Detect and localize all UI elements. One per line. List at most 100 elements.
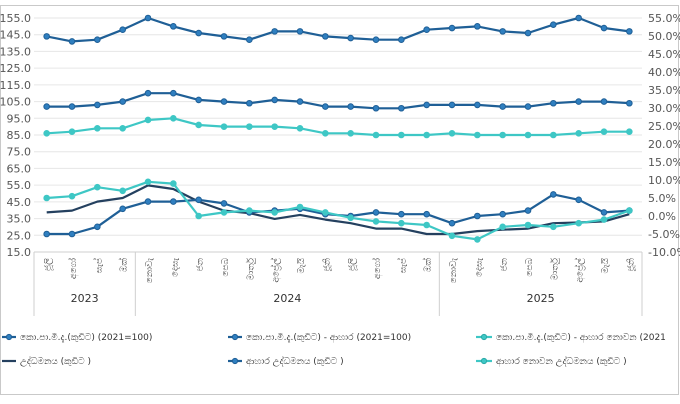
data-point: [271, 209, 278, 216]
data-point: [398, 36, 405, 44]
x-tick-label: අගෝ: [68, 258, 79, 279]
legend-label: ආහාර නොවන උද්ධමනය (කුඩිට ): [496, 356, 627, 367]
legend-item: කො.පා.මි.දැ.(කුඩිට) - ආහාර නොවන (2021: [476, 332, 666, 343]
data-point: [600, 98, 608, 105]
data-point: [170, 180, 177, 187]
series-line: [46, 184, 630, 236]
left-tick-label: 145.0: [0, 29, 31, 42]
right-tick-label: -10.0%: [648, 246, 680, 259]
x-tick-label: සැප්: [93, 258, 104, 273]
chart-frame: [0, 5, 679, 395]
data-point: [550, 223, 557, 231]
right-tick-label: 5.0%: [648, 192, 676, 205]
data-point: [423, 210, 430, 218]
left-tick-label: 15.0: [7, 246, 32, 259]
data-point: [271, 123, 278, 130]
data-point: [195, 212, 202, 220]
data-point: [524, 221, 532, 229]
right-tick-label: 15.0%: [648, 156, 680, 169]
x-tick-label: පෙබ: [221, 257, 231, 276]
data-point: [144, 178, 152, 186]
data-point: [347, 34, 354, 42]
data-point: [600, 216, 608, 223]
series-layer: [43, 14, 633, 243]
data-point: [398, 104, 405, 112]
data-point: [550, 99, 557, 107]
data-point: [448, 101, 456, 109]
data-point: [499, 210, 506, 218]
x-tick-label: මැයි: [600, 257, 611, 273]
data-point: [43, 194, 50, 202]
x-axis: ජූලි අගෝ සැප් ඔක් නොවැ දෙසැ ජන පෙබ මාර්තු අප්‍රේල…: [33, 251, 643, 316]
series-line: [46, 180, 630, 241]
data-point: [626, 207, 633, 214]
left-tick-label: 125.0: [0, 62, 31, 75]
data-point: [347, 103, 354, 110]
data-point: [195, 29, 202, 37]
data-point: [524, 131, 532, 139]
left-tick-label: 95.0: [7, 112, 32, 125]
data-point: [220, 123, 228, 130]
data-point: [347, 130, 354, 137]
data-point: [144, 14, 152, 22]
x-tick-label: නොවැ: [145, 258, 155, 284]
data-point: [600, 24, 608, 32]
right-axis: -10.0% -5.0% 0.0% 5.0% 10.0% 15.0% 20.0% 25.0% 3…: [648, 12, 680, 259]
data-point: [626, 99, 633, 107]
x-tick-label: මාර්තු: [245, 257, 256, 280]
right-tick-label: 0.0%: [648, 210, 676, 223]
x-tick-label: දෙසැ: [170, 258, 180, 278]
data-point: [626, 128, 633, 135]
data-point: [322, 33, 329, 40]
data-point: [94, 101, 101, 109]
data-point: [119, 98, 126, 105]
left-tick-label: 45.0: [7, 196, 32, 209]
legend-item: උද්ධමනය (කුඩිට ): [2, 356, 91, 367]
year-label: 2024: [273, 292, 301, 305]
x-tick-label: ජූනි: [321, 258, 332, 271]
data-point: [68, 230, 76, 238]
data-point: [398, 131, 405, 139]
legend-item: කො.පා.මි.දැ.(කුඩිට) - ආහාර (2021=100): [228, 332, 411, 343]
x-tick-label: ජන: [196, 258, 206, 271]
data-point: [322, 130, 329, 137]
data-point: [322, 103, 329, 110]
x-tick-label: ජූනි: [625, 258, 636, 271]
data-point: [423, 221, 430, 229]
data-point: [220, 200, 228, 207]
legend-label: කො.පා.මි.දැ.(කුඩිට) (2021=100): [20, 332, 152, 343]
data-point: [372, 218, 380, 225]
data-point: [575, 196, 582, 204]
data-point: [626, 28, 633, 35]
data-point: [296, 28, 304, 35]
data-point: [94, 223, 101, 231]
right-tick-label: 25.0%: [648, 120, 680, 133]
data-point: [271, 96, 278, 104]
left-tick-label: 135.0: [0, 45, 31, 58]
x-tick-label: අගෝ: [372, 258, 383, 279]
x-tick-label: ඔක්: [119, 257, 130, 272]
x-tick-label: ජූලි: [44, 258, 54, 271]
left-tick-label: 155.0: [0, 12, 31, 25]
data-point: [398, 219, 405, 227]
data-point: [246, 123, 253, 130]
legend-label: කො.පා.මි.දැ.(කුඩිට) - ආහාර (2021=100): [246, 332, 411, 343]
year-label: 2025: [527, 292, 555, 305]
data-point: [94, 125, 101, 132]
data-point: [524, 29, 532, 37]
data-point: [195, 96, 202, 104]
data-point: [220, 209, 228, 216]
x-tick-label: සැප්: [397, 258, 408, 273]
data-point: [43, 103, 50, 110]
right-tick-label: 30.0%: [648, 102, 680, 115]
right-tick-label: 45.0%: [648, 48, 680, 61]
legend-item: ආහාර නොවන උද්ධමනය (කුඩිට ): [476, 356, 627, 367]
data-point: [94, 183, 101, 191]
data-point: [448, 24, 456, 32]
right-tick-label: 55.0%: [648, 12, 680, 25]
legend-label: උද්ධමනය (කුඩිට ): [20, 356, 91, 367]
left-tick-label: 85.0: [7, 129, 32, 142]
left-axis: 15.0 25.0 35.0 45.0 55.0 65.0 75.0 85.0 95.0 105.…: [0, 12, 31, 259]
